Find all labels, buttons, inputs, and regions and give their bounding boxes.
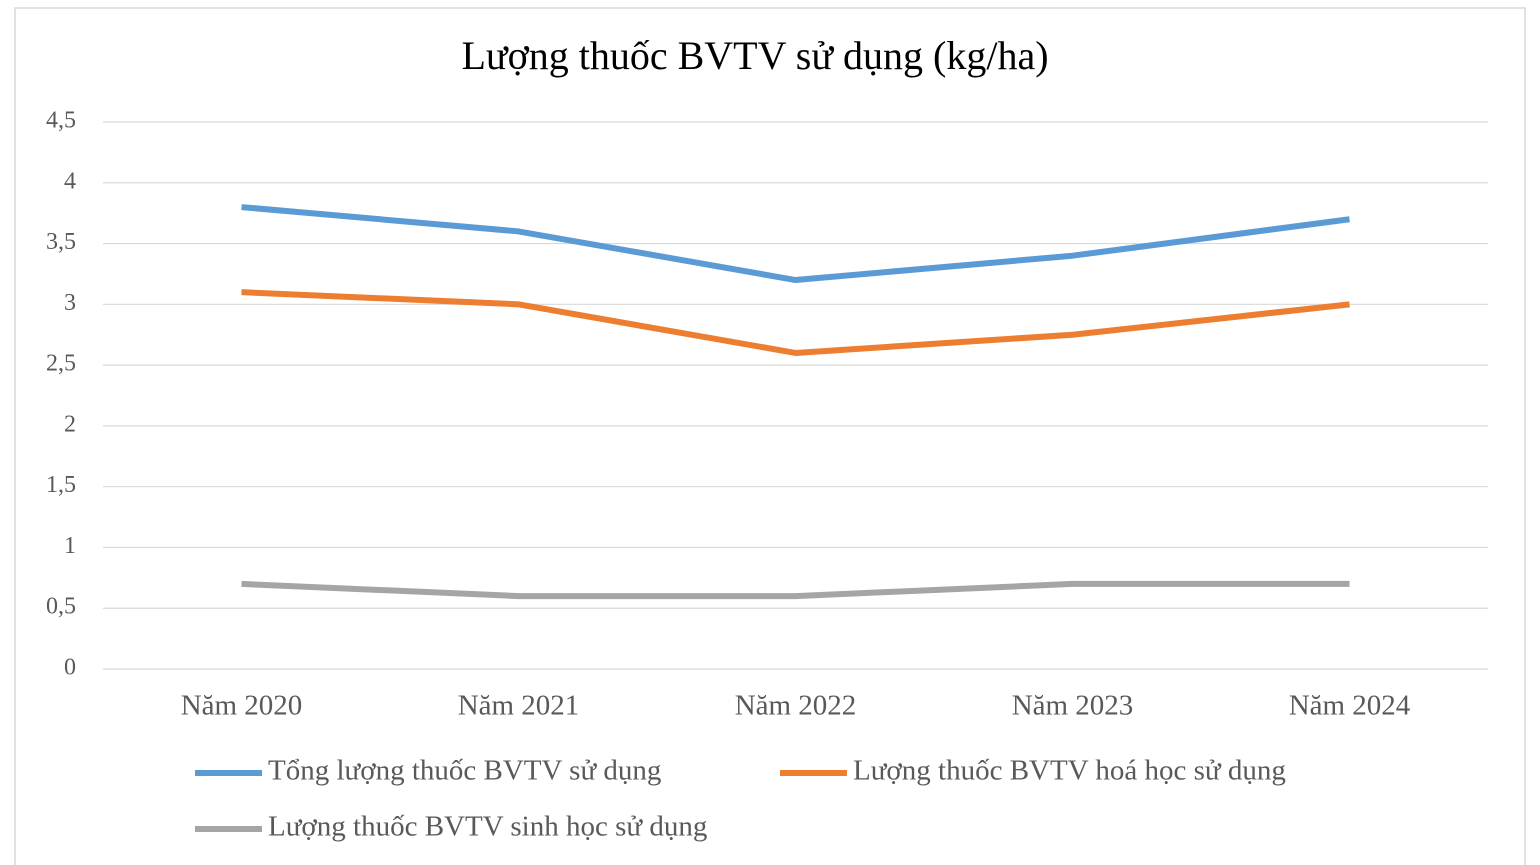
y-tick-label: 0,5 xyxy=(46,594,76,620)
x-tick-label: Năm 2022 xyxy=(735,690,857,722)
series-line xyxy=(241,289,1350,356)
y-tick-label: 1 xyxy=(64,533,76,559)
legend-label: Lượng thuốc BVTV sinh học sử dụng xyxy=(268,811,707,843)
y-tick-label: 4 xyxy=(64,168,76,194)
x-tick-label: Năm 2021 xyxy=(458,690,580,722)
y-tick-label: 4,5 xyxy=(46,108,76,134)
legend-label: Tổng lượng thuốc BVTV sử dụng xyxy=(268,755,661,787)
y-tick-label: 2 xyxy=(64,411,76,437)
y-tick-label: 2,5 xyxy=(46,351,76,377)
series-line xyxy=(241,580,1350,600)
series-line xyxy=(241,204,1350,284)
y-tick-label: 3 xyxy=(64,290,76,316)
x-tick-label: Năm 2023 xyxy=(1012,690,1134,722)
y-tick-label: 1,5 xyxy=(46,472,76,498)
x-tick-label: Năm 2024 xyxy=(1289,690,1411,722)
x-tick-label: Năm 2020 xyxy=(181,690,303,722)
chart-frame xyxy=(14,7,1526,865)
y-tick-label: 3,5 xyxy=(46,229,76,255)
y-tick-label: 0 xyxy=(64,655,76,681)
chart-title: Lượng thuốc BVTV sử dụng (kg/ha) xyxy=(461,33,1048,78)
legend-label: Lượng thuốc BVTV hoá học sử dụng xyxy=(853,755,1286,787)
